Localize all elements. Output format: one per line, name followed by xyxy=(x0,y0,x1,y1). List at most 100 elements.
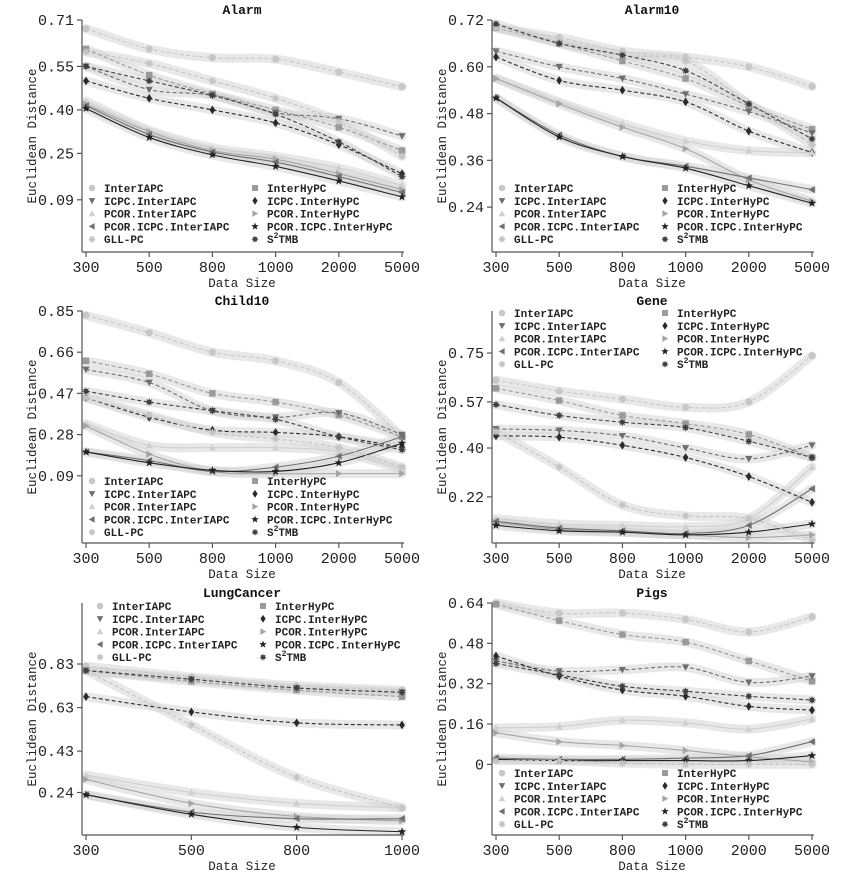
data-point-pcor-icpc-interiapc xyxy=(492,517,499,525)
data-point-icpc-interhypc xyxy=(293,718,300,728)
data-point-interiapc xyxy=(82,25,90,33)
data-point-gll-pc xyxy=(145,411,153,419)
data-point-gll-pc xyxy=(208,77,216,85)
y-tick-label: 0.48 xyxy=(448,636,484,653)
y-tick-label: 0.09 xyxy=(38,469,74,486)
legend-marker-star-icon xyxy=(661,347,669,355)
data-point-pcor-icpc-interiapc xyxy=(335,452,342,460)
legend-marker-diamond-icon xyxy=(662,321,668,330)
data-point-icpc-interiapc xyxy=(618,75,626,83)
series-line-s2tmb xyxy=(495,662,813,701)
data-point-pcor-interhypc xyxy=(556,738,563,746)
data-point-interiapc xyxy=(555,387,563,395)
x-axis-label: Data Size xyxy=(208,860,276,874)
data-point-icpc-interiapc xyxy=(335,410,343,417)
chart-title: Gene xyxy=(636,294,667,309)
legend-marker-circle-icon xyxy=(498,769,506,777)
legend-marker-triangle-left-icon xyxy=(498,348,505,355)
legend-marker-triangle-up-icon xyxy=(498,335,506,342)
legend-marker-square-icon xyxy=(260,603,266,609)
series-line-pcor-icpc-interhypc xyxy=(85,442,403,473)
data-point-pcor-interiapc xyxy=(808,148,816,156)
y-axis-label: Euclidean Distance xyxy=(26,68,40,203)
legend-label: ICPC.InterHyPC xyxy=(275,615,368,627)
data-point-s2tmb xyxy=(492,659,500,668)
legend-marker-star-icon xyxy=(251,222,259,230)
legend-label: PCOR.ICPC.InterIAPC xyxy=(112,640,238,652)
data-point-pcor-interiapc xyxy=(208,443,216,451)
y-tick-label: 0.55 xyxy=(38,59,74,76)
legend-item-icpc-interiapc: ICPC.InterIAPC xyxy=(88,197,197,209)
x-tick-label: 2000 xyxy=(731,551,767,568)
data-point-icpc-interhypc xyxy=(209,105,216,115)
legend-label: ICPC.InterHyPC xyxy=(677,782,770,794)
legend-label: GLL-PC xyxy=(514,360,554,372)
legend-label: S2TMB xyxy=(267,232,299,247)
legend-marker-triangle-up-icon xyxy=(88,503,96,510)
data-point-s2tmb xyxy=(555,39,564,48)
data-point-interhypc xyxy=(335,124,343,131)
legend-label: InterIAPC xyxy=(104,184,164,196)
data-point-gll-pc xyxy=(682,57,690,65)
data-point-icpc-interiapc xyxy=(745,108,753,116)
data-point-pcor-icpc-interiapc xyxy=(272,158,279,166)
legend-item-interhypc: InterHyPC xyxy=(662,184,737,196)
legend-marker-burst-icon xyxy=(661,360,669,368)
series-line-pcor-interiapc xyxy=(85,774,403,809)
legend-item-interiapc: InterIAPC xyxy=(96,602,172,614)
series-group xyxy=(81,24,407,202)
data-point-s2tmb xyxy=(398,172,406,181)
legend-label: ICPC.InterIAPC xyxy=(514,197,607,209)
legend-label: ICPC.InterHyPC xyxy=(677,322,770,334)
data-point-interhypc xyxy=(272,398,279,406)
data-point-pcor-icpc-interhypc xyxy=(618,152,627,160)
data-point-pcor-icpc-interhypc xyxy=(744,756,753,765)
legend-label: InterIAPC xyxy=(514,184,574,196)
data-point-gll-pc xyxy=(293,773,301,781)
x-axis-label: Data Size xyxy=(208,568,276,582)
legend-item-gll-pc: GLL-PC xyxy=(88,235,144,247)
series-line-s2tmb xyxy=(495,404,813,459)
legend-label: PCOR.ICPC.InterHyPC xyxy=(677,347,803,359)
legend-label: S2TMB xyxy=(677,817,709,832)
legend-label: PCOR.InterHyPC xyxy=(677,210,770,222)
legend-item-icpc-interiapc: ICPC.InterIAPC xyxy=(498,197,607,209)
legend-marker-triangle-up-icon xyxy=(498,210,506,217)
data-point-gll-pc xyxy=(745,760,753,768)
legend-label: PCOR.InterHyPC xyxy=(677,795,770,807)
x-tick-label: 300 xyxy=(482,551,509,568)
x-tick-label: 300 xyxy=(72,843,99,860)
data-point-interiapc xyxy=(145,45,153,53)
legend-item-pcor-icpc-interiapc: PCOR.ICPC.InterIAPC xyxy=(498,347,640,359)
legend-item-s2tmb: S2TMB xyxy=(259,650,307,665)
data-point-s2tmb xyxy=(618,682,627,691)
legend-marker-triangle-up-icon xyxy=(498,795,506,802)
legend-item-s2tmb: S2TMB xyxy=(251,525,299,540)
x-tick-label: 1000 xyxy=(384,843,420,860)
legend-label: InterIAPC xyxy=(514,769,574,781)
data-point-interhypc xyxy=(682,420,689,427)
data-point-gll-pc xyxy=(808,760,816,768)
data-point-pcor-icpc-interiapc xyxy=(745,174,752,182)
data-point-icpc-interhypc xyxy=(682,97,689,107)
data-point-interhypc xyxy=(682,75,689,82)
legend-marker-square-icon xyxy=(662,770,668,776)
legend-marker-triangle-right-icon xyxy=(252,503,259,510)
data-point-pcor-interhypc xyxy=(493,74,500,83)
series-line-pcor-icpc-interiapc xyxy=(85,794,403,820)
confidence-band-icpc-interhypc xyxy=(81,692,407,730)
legend-label: InterHyPC xyxy=(267,477,327,489)
series-line-interhypc xyxy=(495,27,813,130)
legend-item-icpc-interiapc: ICPC.InterIAPC xyxy=(498,782,607,794)
y-tick-label: 0 xyxy=(475,757,484,774)
legend-label: PCOR.InterIAPC xyxy=(112,628,205,640)
legend-marker-square-icon xyxy=(662,310,668,316)
data-point-interhypc xyxy=(808,677,816,685)
legend-label: PCOR.InterIAPC xyxy=(514,335,607,347)
legend-item-pcor-interiapc: PCOR.InterIAPC xyxy=(88,503,197,515)
y-tick-label: 0.85 xyxy=(38,304,74,321)
series-line-s2tmb xyxy=(495,23,813,140)
legend-label: GLL-PC xyxy=(112,653,152,665)
series-line-icpc-interiapc xyxy=(85,65,403,137)
